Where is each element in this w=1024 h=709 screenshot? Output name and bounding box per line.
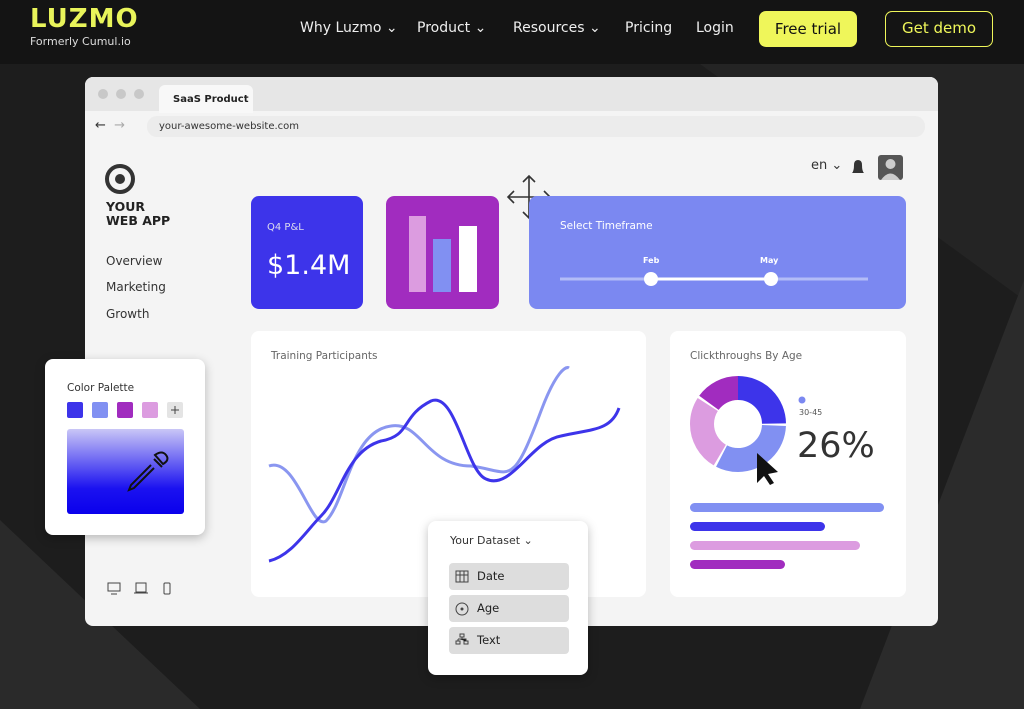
nav-item[interactable]: Resources ⌄ bbox=[513, 20, 601, 36]
window-controls bbox=[98, 89, 144, 99]
clickthrough-card: Clickthroughs By Age 30-45 26% bbox=[670, 331, 906, 597]
donut-legend: 30-45 bbox=[799, 408, 823, 417]
language-selector[interactable]: en ⌄ bbox=[811, 158, 843, 173]
field-label: Date bbox=[477, 569, 505, 583]
kpi-value: $1.4M bbox=[267, 250, 351, 281]
dataset-field[interactable]: Text bbox=[449, 627, 569, 654]
nav-label: Product bbox=[417, 20, 471, 36]
get-demo-button[interactable]: Get demo bbox=[885, 11, 993, 47]
menu-item[interactable]: Growth bbox=[106, 307, 150, 321]
header bbox=[0, 0, 1024, 64]
nav-label: Resources bbox=[513, 20, 585, 36]
device-icons[interactable] bbox=[106, 580, 176, 598]
app-brand: WEB APP bbox=[106, 213, 171, 228]
line-chart bbox=[268, 366, 621, 563]
app-logo-icon bbox=[105, 164, 135, 194]
tagline: Formerly Cumul.io bbox=[30, 35, 131, 48]
url-bar[interactable]: your-awesome-website.com bbox=[147, 116, 925, 137]
slider[interactable] bbox=[529, 266, 906, 286]
palette-card: Color Palette bbox=[45, 359, 205, 535]
field-label: Text bbox=[477, 633, 501, 647]
dataset-field[interactable]: Age bbox=[449, 595, 569, 622]
language: en bbox=[811, 158, 828, 173]
user-icons[interactable] bbox=[848, 155, 904, 180]
bar-card bbox=[386, 196, 499, 309]
free-trial-button[interactable]: Free trial bbox=[759, 11, 857, 47]
timeframe-card: Select Timeframe Feb May bbox=[529, 196, 906, 309]
kpi-label: Q4 P&L bbox=[267, 222, 304, 233]
training-title: Training Participants bbox=[271, 350, 378, 362]
tab[interactable]: SaaS Product bbox=[159, 85, 253, 113]
app-brand: YOUR bbox=[106, 199, 146, 214]
field-icons bbox=[455, 570, 469, 645]
nav-arrows[interactable]: ← → bbox=[95, 118, 126, 133]
nav-item[interactable]: Pricing bbox=[625, 20, 673, 36]
menu-item[interactable]: Overview bbox=[106, 254, 163, 268]
dataset-field[interactable]: Date bbox=[449, 563, 569, 590]
dataset-title: Your Dataset bbox=[450, 534, 521, 547]
slider-end-label: May bbox=[760, 256, 779, 265]
logo[interactable]: LUZMO bbox=[30, 4, 139, 34]
slider-start-label: Feb bbox=[643, 256, 660, 265]
timeframe-title: Select Timeframe bbox=[560, 220, 653, 232]
palette-title: Color Palette bbox=[67, 382, 135, 394]
palette[interactable] bbox=[67, 402, 187, 516]
nav-label: Why Luzmo bbox=[300, 20, 382, 36]
clickthrough-title: Clickthroughs By Age bbox=[690, 350, 803, 362]
nav-item[interactable]: Login bbox=[696, 20, 734, 36]
dataset-selector[interactable]: Your Dataset ⌄ bbox=[450, 534, 533, 547]
nav-item[interactable]: Why Luzmo ⌄ bbox=[300, 20, 398, 36]
menu-item[interactable]: Marketing bbox=[106, 280, 166, 294]
nav-item[interactable]: Product ⌄ bbox=[417, 20, 487, 36]
donut-value: 26% bbox=[797, 426, 875, 466]
kpi-card: Q4 P&L $1.4M bbox=[251, 196, 363, 309]
field-label: Age bbox=[477, 601, 500, 615]
donut-chart bbox=[690, 376, 884, 569]
